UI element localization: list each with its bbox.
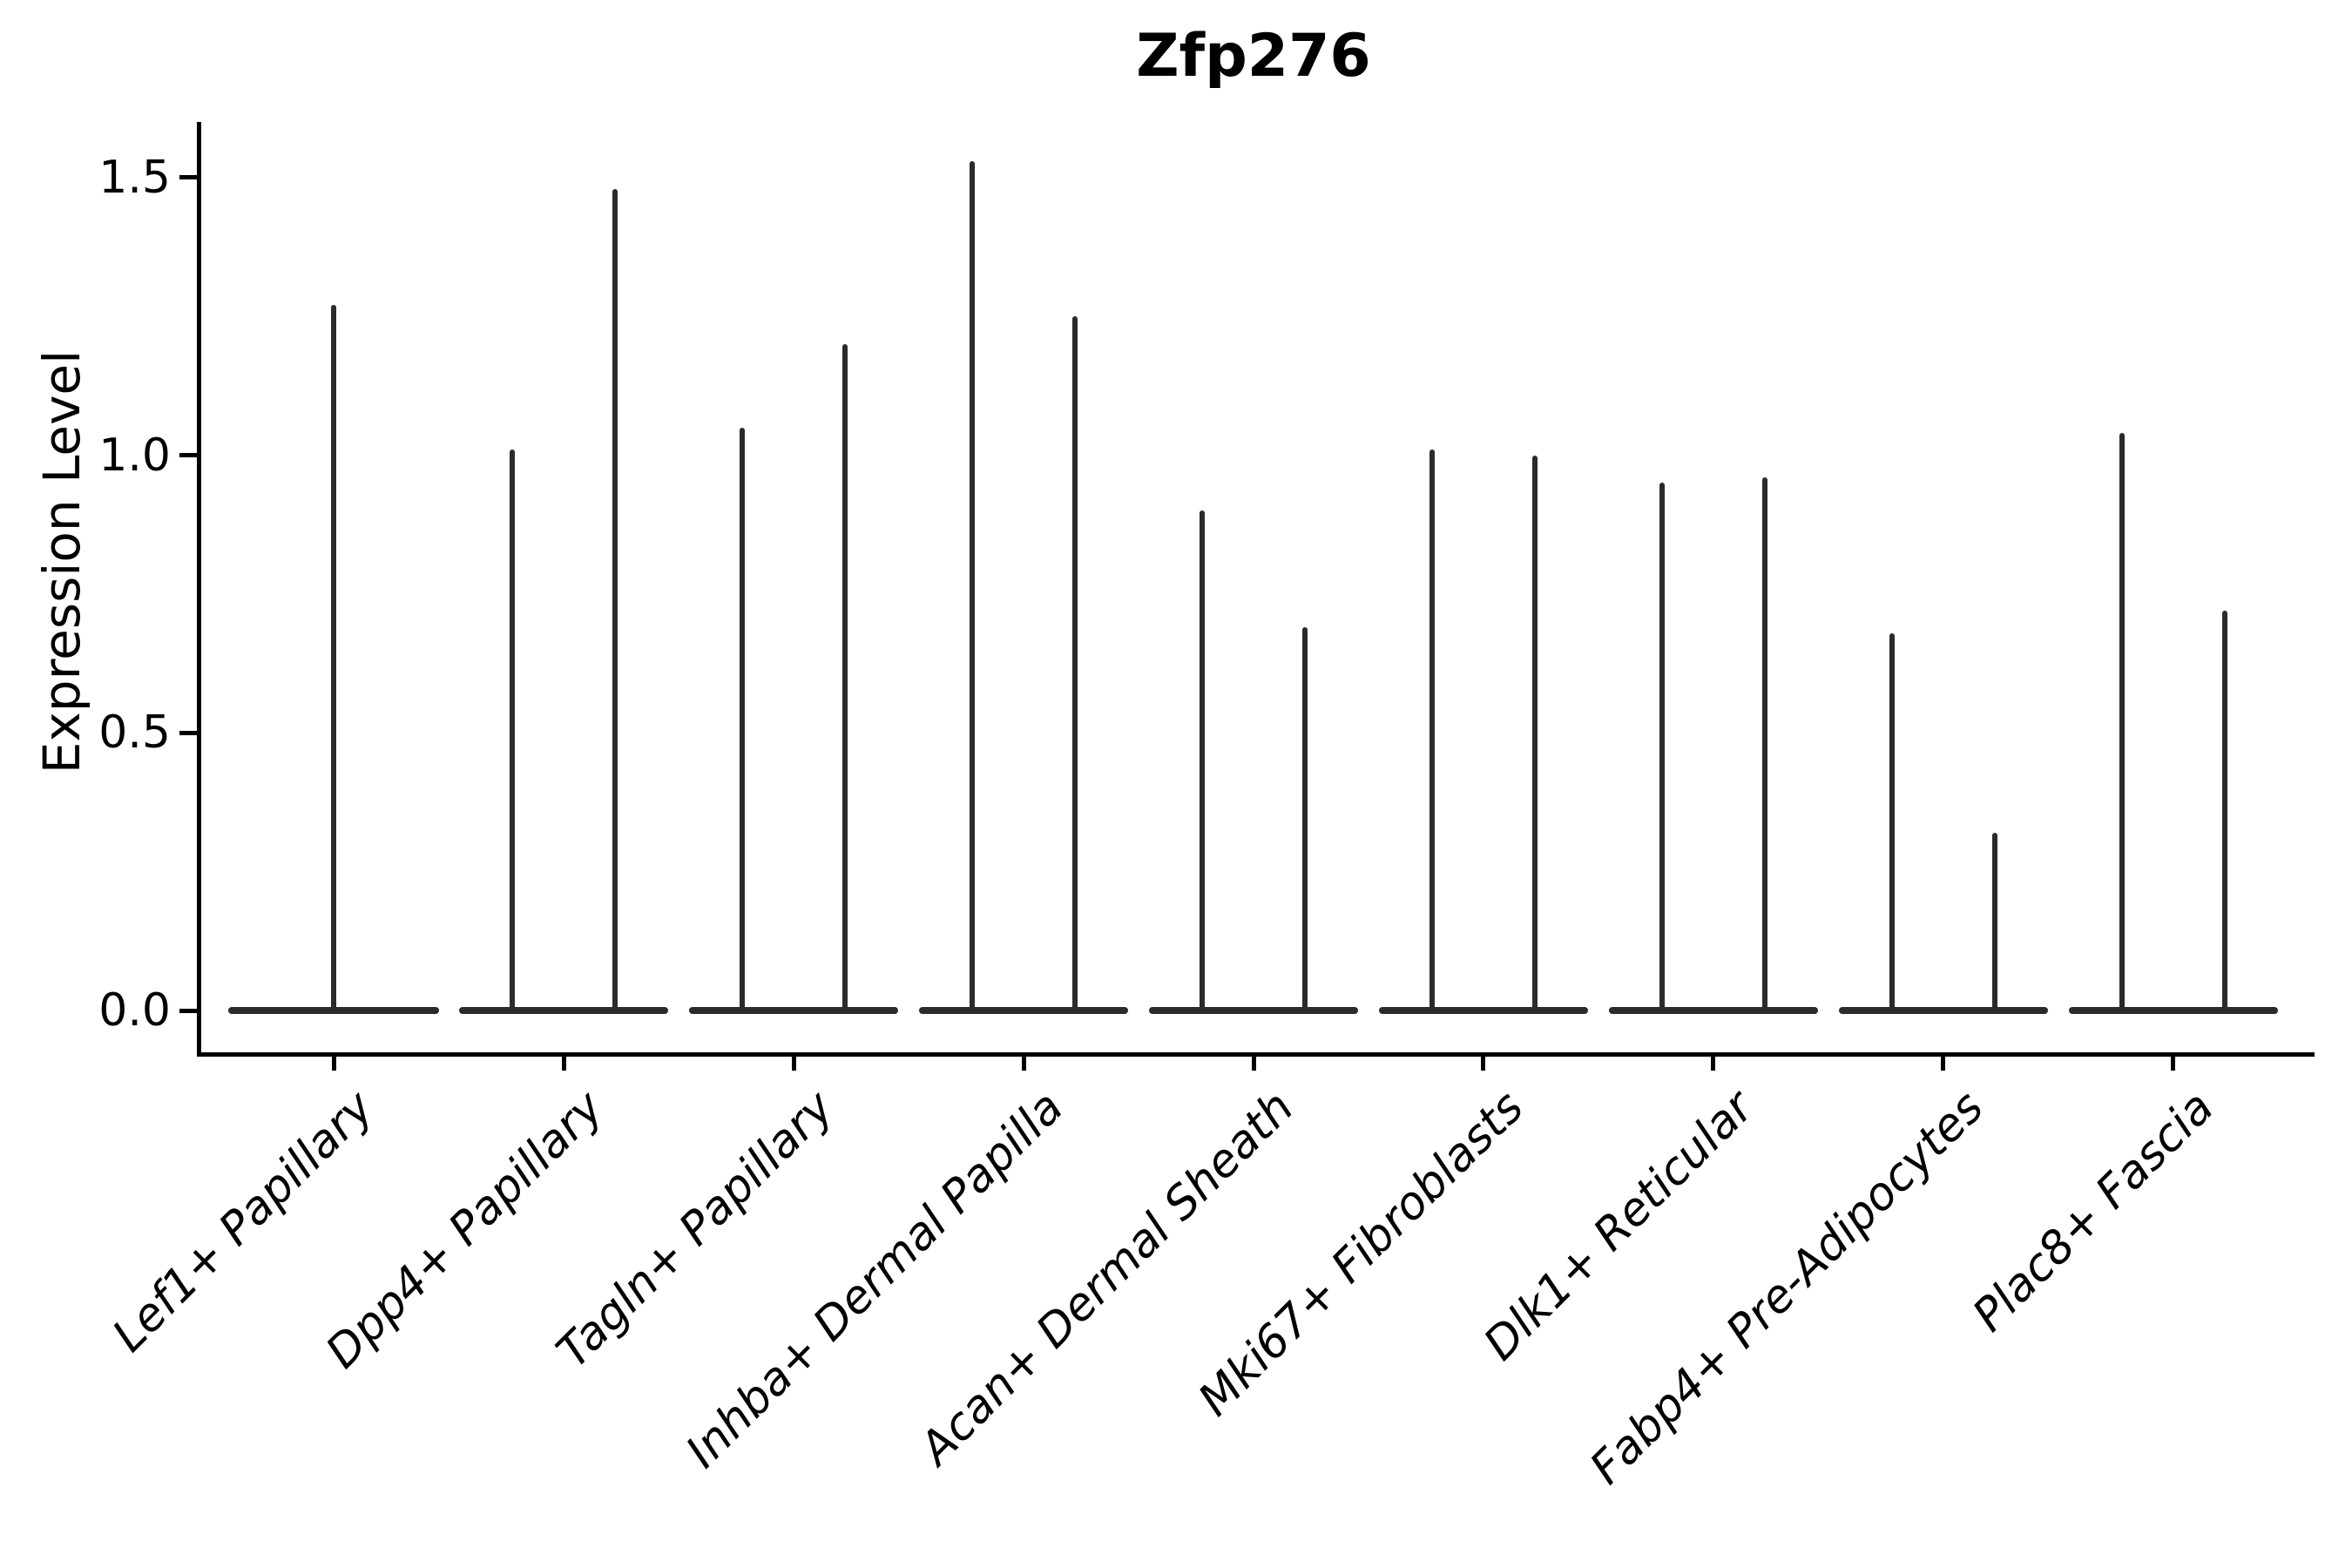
violin-spike	[842, 344, 848, 1015]
y-axis-label: Expression Level	[32, 349, 91, 774]
x-tick	[1021, 1057, 1026, 1071]
y-tick	[179, 453, 197, 458]
violin-spike	[2119, 433, 2125, 1015]
violin-body	[918, 1007, 1129, 1015]
x-tick	[561, 1057, 566, 1071]
x-tick-label: Plac8+ Fascia	[1963, 1081, 2224, 1342]
violin-body	[1148, 1007, 1359, 1015]
y-tick	[179, 730, 197, 735]
x-tick	[791, 1057, 796, 1071]
y-tick	[179, 1008, 197, 1013]
chart-title: Zfp276	[1136, 22, 1371, 91]
violin-body	[688, 1007, 899, 1015]
violin-spike	[1199, 510, 1205, 1015]
violin-spike	[1889, 632, 1895, 1015]
violin-body	[1378, 1007, 1589, 1015]
violin-spike	[969, 160, 975, 1015]
violin-spike	[1429, 449, 1435, 1015]
violin-spike	[739, 427, 745, 1015]
x-tick	[2171, 1057, 2176, 1071]
x-tick	[1251, 1057, 1256, 1071]
violin-body	[1838, 1007, 2049, 1015]
violin-body	[1608, 1007, 1819, 1015]
x-tick	[1941, 1057, 1946, 1071]
y-tick	[179, 175, 197, 180]
x-tick-label: Inhba+ Dermal Papilla	[676, 1081, 1074, 1478]
violin-body	[2068, 1007, 2279, 1015]
violin-spike	[1659, 483, 1665, 1015]
violin-spike	[612, 188, 618, 1015]
violin-spike	[1762, 477, 1768, 1015]
x-tick	[1481, 1057, 1486, 1071]
y-tick-label: 0.0	[98, 984, 171, 1037]
violin-spike	[1992, 833, 1998, 1015]
x-tick	[1711, 1057, 1716, 1071]
x-tick-label: Fabp4+ Pre-Adipocytes	[1579, 1081, 1994, 1495]
y-tick-label: 1.5	[98, 151, 171, 204]
plot-area	[197, 122, 2315, 1057]
violin-spike	[1072, 316, 1078, 1015]
x-tick-label: Acan+ Dermal Sheath	[909, 1081, 1304, 1476]
y-tick-label: 0.5	[98, 706, 171, 760]
violin-spike	[509, 449, 515, 1015]
violin-body	[458, 1007, 669, 1015]
violin-spike	[2222, 611, 2228, 1015]
violin-spike	[331, 305, 337, 1015]
violin-spike	[1302, 627, 1308, 1015]
x-tick	[331, 1057, 336, 1071]
violin-spike	[1532, 455, 1538, 1015]
y-tick-label: 1.0	[98, 429, 171, 482]
